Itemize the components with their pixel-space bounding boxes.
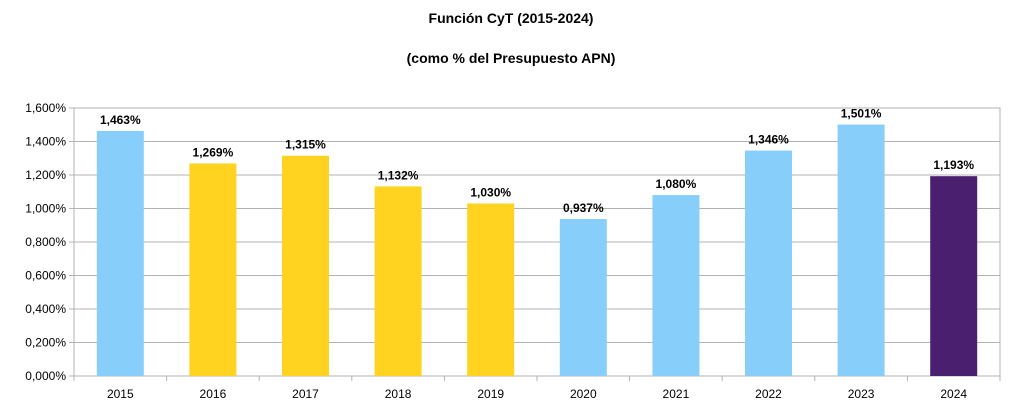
data-label: 1,132% (378, 168, 419, 182)
x-tick-label: 2022 (755, 387, 782, 401)
y-tick-label: 0,400% (25, 302, 66, 316)
x-tick-label: 2020 (570, 387, 597, 401)
x-tick-label: 2024 (940, 387, 967, 401)
x-tick-label: 2015 (107, 387, 134, 401)
y-tick-label: 0,000% (25, 369, 66, 383)
bar (930, 176, 978, 376)
data-label: 1,463% (100, 113, 141, 127)
bar (189, 163, 237, 376)
data-label: 1,501% (841, 107, 882, 121)
data-label: 1,193% (933, 158, 974, 172)
x-tick-label: 2023 (848, 387, 875, 401)
x-tick-label: 2018 (385, 387, 412, 401)
y-tick-label: 0,600% (25, 269, 66, 283)
data-label: 1,080% (656, 177, 697, 191)
data-label: 1,315% (285, 138, 326, 152)
x-tick-label: 2019 (477, 387, 504, 401)
data-label: 0,937% (563, 201, 604, 215)
data-label: 1,269% (193, 145, 234, 159)
data-label: 1,346% (748, 133, 789, 147)
y-tick-label: 1,600% (25, 101, 66, 115)
x-tick-label: 2017 (292, 387, 319, 401)
bar (559, 219, 607, 376)
bar (652, 195, 700, 376)
chart-subtitle: (como % del Presupuesto APN) (406, 50, 616, 66)
data-label: 1,030% (470, 185, 511, 199)
bar (374, 186, 422, 376)
x-tick-label: 2021 (663, 387, 690, 401)
y-tick-label: 1,400% (25, 135, 66, 149)
bar (96, 130, 144, 376)
y-tick-label: 0,200% (25, 336, 66, 350)
bar (745, 150, 792, 376)
y-tick-label: 1,000% (25, 202, 66, 216)
x-tick-label: 2016 (200, 387, 227, 401)
y-tick-label: 1,200% (25, 168, 66, 182)
bar (837, 124, 885, 377)
y-tick-label: 0,800% (25, 235, 66, 249)
chart-title: Función CyT (2015-2024) (428, 10, 594, 26)
bar (467, 203, 515, 376)
bar (282, 155, 329, 376)
